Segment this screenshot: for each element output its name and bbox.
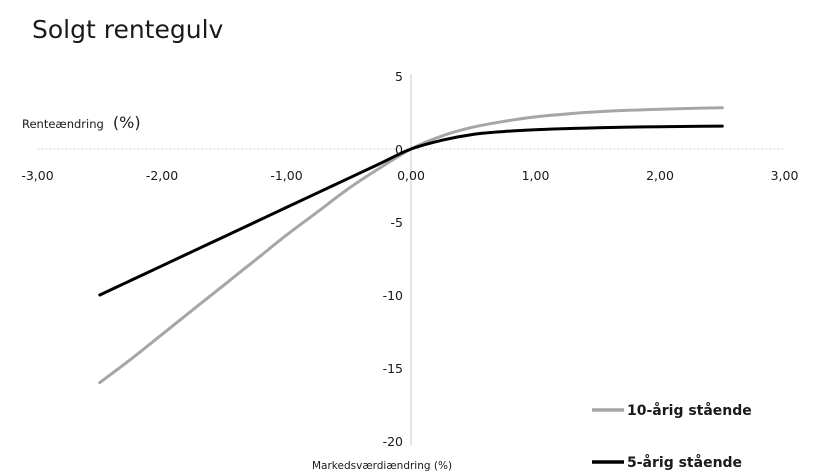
- chart-title: Solgt rentegulv: [32, 15, 224, 44]
- y-tick-label: 5: [395, 69, 403, 84]
- legend-label: 10-årig stående: [627, 402, 752, 419]
- x-tick-label: 1,00: [522, 168, 550, 183]
- x-tick-label: 0,00: [397, 168, 425, 183]
- series-line: [98, 124, 724, 297]
- y-tick-label: -20: [383, 434, 403, 449]
- legend: 10-årig stående 5-årig stående: [592, 402, 752, 471]
- y-tick-label: -15: [383, 361, 403, 376]
- x-axis-label: Markedsværdiændring (%): [312, 460, 452, 472]
- y-tick-label: 0: [395, 142, 403, 157]
- y-tick-labels: 5 0 -5 -10 -15 -20: [383, 69, 403, 449]
- y-tick-label: -5: [391, 215, 403, 230]
- y-axis-label-unit: (%): [113, 113, 141, 132]
- legend-label: 5-årig stående: [627, 454, 742, 471]
- y-tick-label: -10: [383, 288, 403, 303]
- x-tick-label: -3,00: [21, 168, 53, 183]
- x-tick-label: 2,00: [646, 168, 674, 183]
- x-tick-label: -2,00: [146, 168, 178, 183]
- y-axis-label: Renteændring (%): [22, 113, 141, 132]
- x-tick-labels: -3,00 -2,00 -1,00 0,00 1,00 2,00 3,00: [21, 168, 798, 183]
- x-tick-label: 3,00: [771, 168, 799, 183]
- series-layer: [98, 106, 724, 385]
- y-axis-label-text: Renteændring: [22, 117, 104, 131]
- x-tick-label: -1,00: [270, 168, 302, 183]
